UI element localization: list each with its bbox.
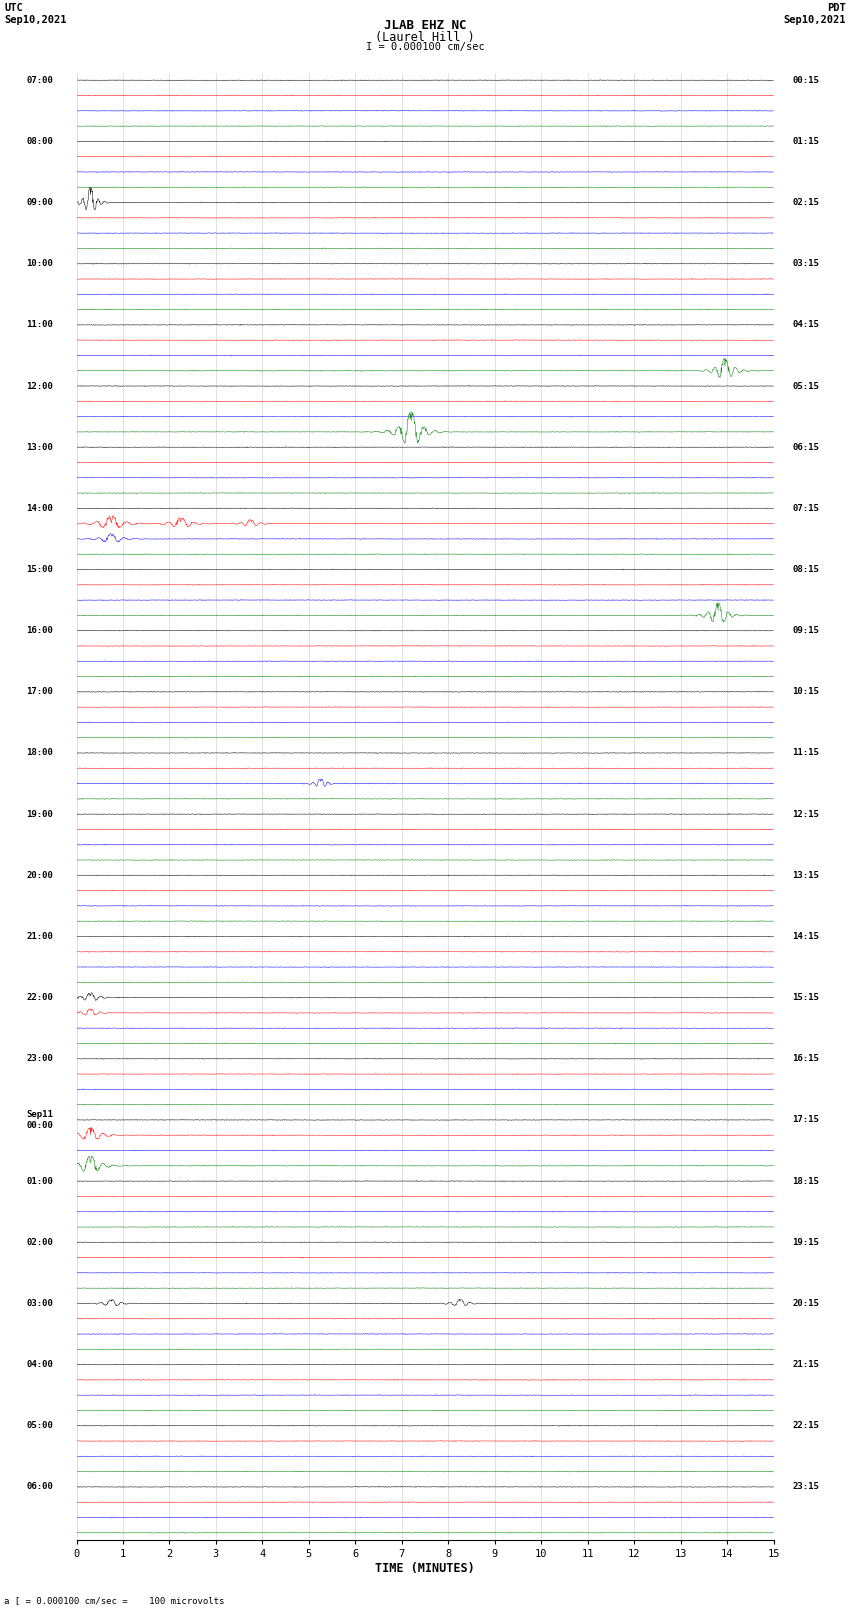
Text: 02:15: 02:15 (792, 198, 819, 206)
Text: 08:15: 08:15 (792, 565, 819, 574)
Text: I = 0.000100 cm/sec: I = 0.000100 cm/sec (366, 42, 484, 52)
Text: 07:00: 07:00 (26, 76, 54, 85)
Text: 18:00: 18:00 (26, 748, 54, 758)
Text: 12:15: 12:15 (792, 810, 819, 819)
Text: 06:15: 06:15 (792, 442, 819, 452)
Text: 21:00: 21:00 (26, 932, 54, 940)
Text: 20:15: 20:15 (792, 1298, 819, 1308)
Text: JLAB EHZ NC: JLAB EHZ NC (383, 19, 467, 32)
Text: 14:00: 14:00 (26, 503, 54, 513)
Text: 12:00: 12:00 (26, 382, 54, 390)
Text: (Laurel Hill ): (Laurel Hill ) (375, 31, 475, 44)
Text: Sep10,2021: Sep10,2021 (783, 15, 846, 24)
Text: PDT: PDT (827, 3, 846, 13)
Text: 16:00: 16:00 (26, 626, 54, 636)
Text: 08:00: 08:00 (26, 137, 54, 145)
Text: 02:00: 02:00 (26, 1237, 54, 1247)
Text: 09:00: 09:00 (26, 198, 54, 206)
Text: 17:15: 17:15 (792, 1116, 819, 1124)
Text: 19:00: 19:00 (26, 810, 54, 819)
Text: 00:15: 00:15 (792, 76, 819, 85)
Text: 03:15: 03:15 (792, 260, 819, 268)
Text: 13:15: 13:15 (792, 871, 819, 879)
Text: 17:00: 17:00 (26, 687, 54, 697)
Text: 10:00: 10:00 (26, 260, 54, 268)
Text: 04:15: 04:15 (792, 321, 819, 329)
Text: 23:15: 23:15 (792, 1482, 819, 1492)
Text: 09:15: 09:15 (792, 626, 819, 636)
Text: 21:15: 21:15 (792, 1360, 819, 1369)
Text: 11:00: 11:00 (26, 321, 54, 329)
Text: 22:15: 22:15 (792, 1421, 819, 1431)
Text: 13:00: 13:00 (26, 442, 54, 452)
Text: 03:00: 03:00 (26, 1298, 54, 1308)
Text: 06:00: 06:00 (26, 1482, 54, 1492)
Text: 10:15: 10:15 (792, 687, 819, 697)
Text: 23:00: 23:00 (26, 1055, 54, 1063)
Text: a [ = 0.000100 cm/sec =    100 microvolts: a [ = 0.000100 cm/sec = 100 microvolts (4, 1595, 224, 1605)
Text: 18:15: 18:15 (792, 1176, 819, 1186)
Text: 04:00: 04:00 (26, 1360, 54, 1369)
Text: 05:15: 05:15 (792, 382, 819, 390)
X-axis label: TIME (MINUTES): TIME (MINUTES) (375, 1563, 475, 1576)
Text: 19:15: 19:15 (792, 1237, 819, 1247)
Text: 15:15: 15:15 (792, 994, 819, 1002)
Text: Sep11
00:00: Sep11 00:00 (26, 1110, 54, 1129)
Text: 07:15: 07:15 (792, 503, 819, 513)
Text: 16:15: 16:15 (792, 1055, 819, 1063)
Text: 01:15: 01:15 (792, 137, 819, 145)
Text: 22:00: 22:00 (26, 994, 54, 1002)
Text: 14:15: 14:15 (792, 932, 819, 940)
Text: Sep10,2021: Sep10,2021 (4, 15, 67, 24)
Text: 20:00: 20:00 (26, 871, 54, 879)
Text: 15:00: 15:00 (26, 565, 54, 574)
Text: UTC: UTC (4, 3, 23, 13)
Text: 11:15: 11:15 (792, 748, 819, 758)
Text: 05:00: 05:00 (26, 1421, 54, 1431)
Text: 01:00: 01:00 (26, 1176, 54, 1186)
